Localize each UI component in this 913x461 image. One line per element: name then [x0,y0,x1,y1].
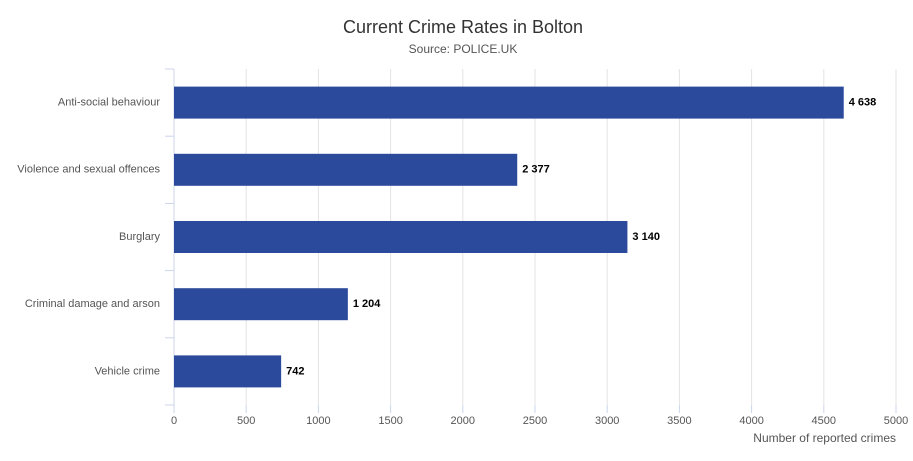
bar [174,288,348,321]
bar [174,153,518,186]
chart-subtitle: Source: POLICE.UK [409,42,518,56]
x-tick-label: 1500 [378,415,402,427]
x-tick-label: 3000 [595,415,619,427]
bar [174,355,282,388]
bar [174,86,844,119]
x-tick-label: 500 [237,415,255,427]
chart-title: Current Crime Rates in Bolton [343,17,583,37]
x-tick-label: 2500 [523,415,547,427]
y-tick-label: Anti-social behaviour [58,97,160,109]
x-tick-label: 0 [171,415,177,427]
y-tick-label: Criminal damage and arson [25,298,160,310]
x-tick-label: 4000 [739,415,763,427]
x-tick-label: 5000 [884,415,908,427]
x-tick-label: 4500 [812,415,836,427]
value-label: 1 204 [353,298,381,310]
x-tick-label: 1000 [306,415,330,427]
bar [174,221,628,253]
x-axis-title: Number of reported crimes [753,431,896,445]
y-tick-label: Violence and sexual offences [17,164,160,176]
value-label: 742 [286,365,304,377]
value-label: 3 140 [632,231,660,243]
value-label: 4 638 [849,97,877,109]
y-tick-label: Burglary [119,231,160,243]
x-tick-label: 3500 [667,415,691,427]
value-label: 2 377 [522,164,550,176]
x-tick-label: 2000 [451,415,475,427]
y-tick-label: Vehicle crime [95,365,160,377]
